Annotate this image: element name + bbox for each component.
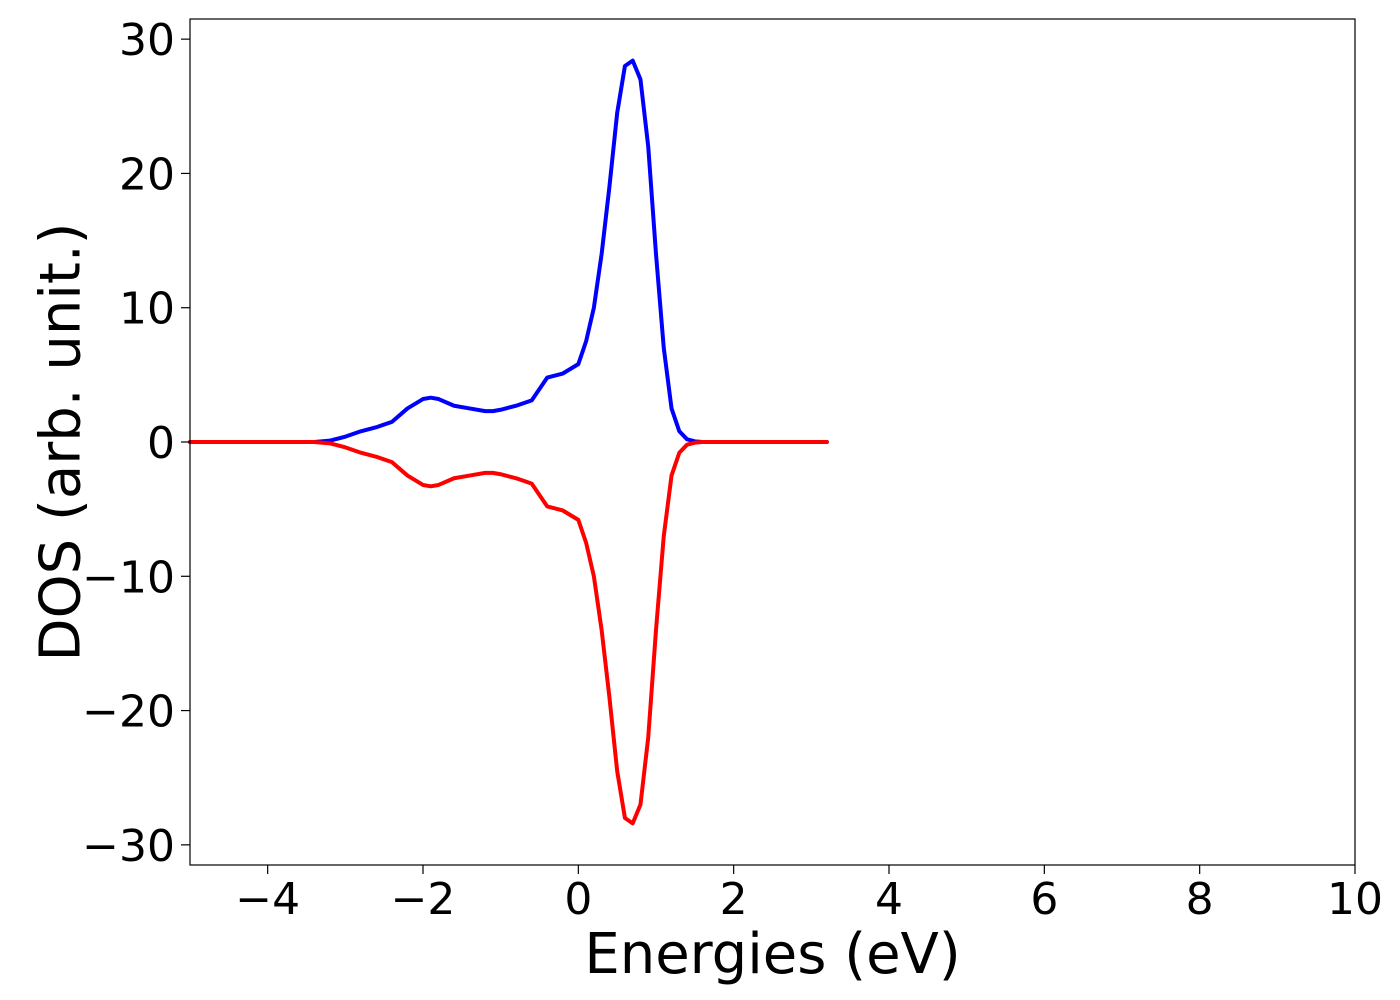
y-tick-label: −20 — [82, 687, 175, 738]
y-tick-label: −30 — [82, 821, 175, 872]
x-tick-label: −4 — [235, 874, 300, 925]
x-tick-label: 0 — [564, 874, 592, 925]
y-tick-label: 0 — [147, 418, 175, 469]
x-tick-label: −2 — [391, 874, 456, 925]
y-tick-label: 30 — [119, 15, 175, 66]
series-line-1 — [188, 58, 829, 444]
y-axis-label: DOS (arb. unit.) — [29, 222, 94, 661]
y-axis: −30 −20 −10 0 10 20 30 — [82, 15, 190, 872]
x-axis-label: Energies (eV) — [584, 922, 960, 987]
x-tick-label: 6 — [1030, 874, 1058, 925]
y-tick-label: 10 — [119, 284, 175, 335]
y-tick-label: 20 — [119, 149, 175, 200]
y-tick-label: −10 — [82, 552, 175, 603]
series-layer — [188, 58, 829, 826]
x-tick-label: 8 — [1186, 874, 1214, 925]
series-line-2 — [188, 440, 829, 826]
x-axis: −4 −2 0 2 4 6 8 10 — [235, 865, 1383, 925]
x-tick-label: 2 — [720, 874, 748, 925]
x-tick-label: 10 — [1327, 874, 1383, 925]
x-tick-label: 4 — [875, 874, 903, 925]
